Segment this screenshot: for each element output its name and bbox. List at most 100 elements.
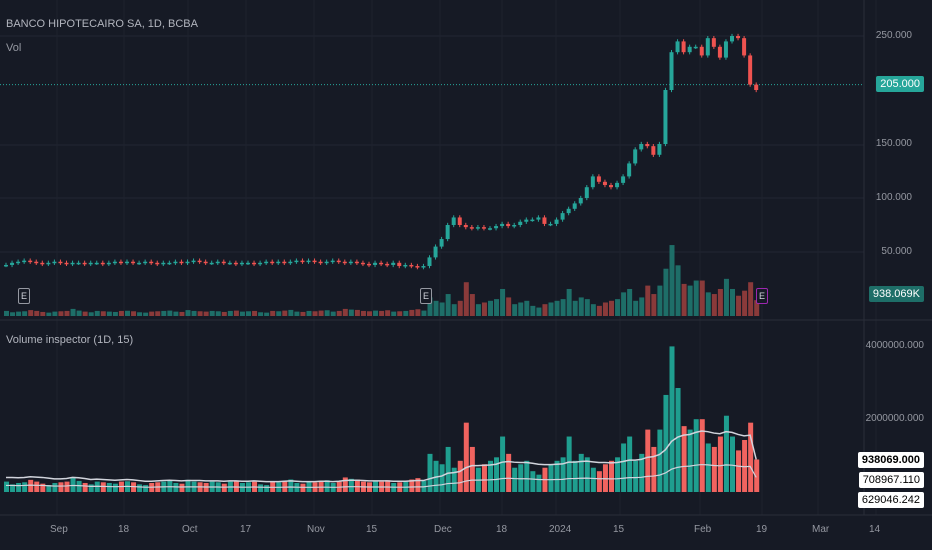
indicator-title[interactable]: Volume inspector (1D, 15) xyxy=(6,334,134,346)
volume-bar xyxy=(403,310,409,316)
volume-bar xyxy=(137,312,143,316)
candle-body xyxy=(367,263,371,266)
symbol-title[interactable]: BANCO HIPOTECAIRO SA, 1D, BCBA xyxy=(6,18,198,30)
candle-body xyxy=(512,225,517,227)
candle-body xyxy=(197,260,202,263)
candle-body xyxy=(100,262,105,265)
earnings-marker-3[interactable]: E xyxy=(756,288,768,304)
candle-body xyxy=(336,260,341,263)
indicator-bar xyxy=(711,446,717,492)
candle-body xyxy=(542,217,547,224)
indicator-bar xyxy=(70,477,76,492)
indicator-bar xyxy=(288,479,294,492)
candle-body xyxy=(596,176,601,182)
candle-body xyxy=(663,90,668,144)
candle-body xyxy=(742,38,747,56)
indicator-bar xyxy=(173,482,179,492)
volume-legend[interactable]: Vol xyxy=(6,42,22,54)
candle-body xyxy=(276,261,281,264)
candle-body xyxy=(657,144,662,155)
indicator-bar xyxy=(663,394,669,492)
candle-body xyxy=(421,266,426,268)
volume-bar xyxy=(203,311,209,316)
indicator-bar xyxy=(705,443,711,492)
earnings-marker-1[interactable]: E xyxy=(18,288,30,304)
indicator-bar xyxy=(560,457,566,492)
volume-bar xyxy=(233,310,239,316)
volume-bar xyxy=(330,311,336,316)
volume-bar xyxy=(397,311,403,316)
volume-bar xyxy=(324,310,330,316)
candle-body xyxy=(270,261,275,264)
indicator-bar xyxy=(348,478,354,492)
indicator-bar xyxy=(282,480,288,492)
candle-body xyxy=(433,246,438,258)
candle-body xyxy=(191,260,196,263)
volume-bar xyxy=(294,311,300,316)
volume-bar xyxy=(131,311,137,316)
indicator-bar xyxy=(106,482,112,492)
volume-bar xyxy=(264,312,270,316)
indicator-bar xyxy=(596,471,602,492)
indicator-bar xyxy=(657,429,663,492)
candle-body xyxy=(203,261,208,264)
candle-body xyxy=(475,227,480,229)
candle-body xyxy=(669,52,674,90)
volume-bar xyxy=(433,300,439,316)
volume-bar xyxy=(711,294,717,316)
price-tick-100: 100.000 xyxy=(875,192,912,203)
volume-bar xyxy=(348,309,354,316)
candle-body xyxy=(227,262,232,265)
indicator-bar xyxy=(518,464,524,492)
candle-body xyxy=(52,261,57,264)
volume-bar xyxy=(530,305,536,316)
candle-body xyxy=(651,146,656,155)
volume-bar xyxy=(94,310,100,316)
volume-bar xyxy=(675,265,681,316)
candle-body xyxy=(300,260,305,263)
indicator-bar xyxy=(22,482,28,492)
indicator-bar xyxy=(754,459,760,492)
volume-bar xyxy=(385,310,391,316)
indicator-bar xyxy=(137,484,143,492)
candle-body xyxy=(693,46,698,49)
volume-bar xyxy=(736,295,742,316)
earnings-marker-2[interactable]: E xyxy=(420,288,432,304)
indicator-bar xyxy=(717,436,723,492)
volume-bar xyxy=(46,312,52,316)
candle-body xyxy=(711,38,716,47)
volume-bar xyxy=(645,285,651,316)
candle-body xyxy=(633,149,638,164)
candle-body xyxy=(554,219,559,224)
indicator-bar xyxy=(64,481,70,492)
candle-body xyxy=(590,176,595,188)
indicator-bar xyxy=(621,443,627,492)
volume-bar xyxy=(693,280,699,316)
volume-bar xyxy=(621,292,627,316)
candle-body xyxy=(403,264,408,267)
indicator-bar xyxy=(675,388,681,492)
indicator-bar xyxy=(88,484,94,492)
indicator-bar xyxy=(524,460,530,492)
indicator-bar xyxy=(451,467,457,492)
candle-body xyxy=(173,261,178,264)
volume-bar xyxy=(52,311,58,316)
volume-bar xyxy=(457,300,463,316)
volume-bar xyxy=(336,310,342,316)
time-tick-feb: Feb xyxy=(694,524,712,535)
volume-bar xyxy=(209,310,215,316)
volume-bar xyxy=(379,310,385,316)
indicator-bar xyxy=(748,422,754,492)
volume-bar xyxy=(699,280,705,316)
candle-body xyxy=(221,261,226,264)
indicator-bar xyxy=(536,474,542,492)
candle-body xyxy=(481,227,486,229)
indicator-bar xyxy=(572,460,578,492)
time-tick-15: 15 xyxy=(366,524,378,535)
candle-body xyxy=(161,262,166,265)
candle-body xyxy=(645,144,650,147)
candle-body xyxy=(185,261,190,264)
candle-body xyxy=(736,36,741,39)
volume-bar xyxy=(500,288,506,316)
volume-bar xyxy=(584,299,590,316)
